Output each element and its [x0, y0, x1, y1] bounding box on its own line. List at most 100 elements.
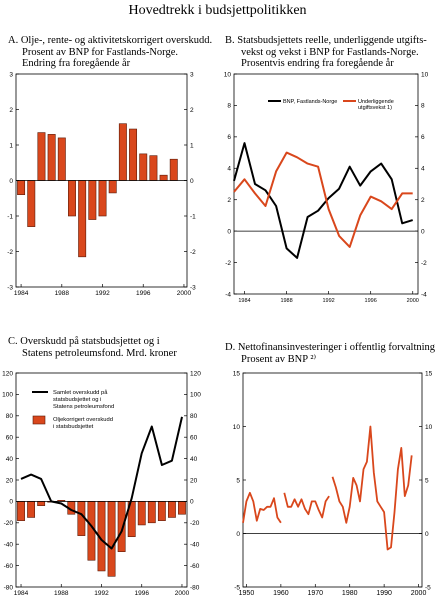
- panel-a-y-tick-label-left: 0: [9, 178, 13, 185]
- panel-b-y-tick-label-right: -4: [421, 291, 427, 298]
- panel-a-y-tick-label-right: -1: [190, 213, 196, 220]
- panel-a-title-line-3: Endring fra foregående år: [22, 58, 131, 69]
- panel-c-bar: [27, 501, 36, 518]
- panel-c-bar: [157, 501, 166, 521]
- panel-c-x-tick-label: 1984: [14, 590, 29, 597]
- panel-a-bar: [98, 180, 107, 217]
- panel-d-y-tick-label-right: 10: [425, 424, 433, 431]
- panel-c-legend-swatch-bar: [32, 415, 46, 425]
- panel-c-bar: [37, 501, 46, 506]
- panel-d-y-tick-label-left: 5: [236, 477, 240, 484]
- panel-a-y-tick-label-left: 2: [9, 107, 13, 114]
- panel-d-x-tick-label: 1970: [307, 590, 323, 597]
- panel-a-y-tick-label-left: -3: [7, 284, 13, 291]
- panel-a-y-tick-label-left: 3: [9, 71, 13, 78]
- panel-b-title-line-3: Prosentvis endring fra foregående år: [241, 58, 394, 69]
- panel-c-y-tick-label-right: 40: [190, 456, 198, 463]
- panel-d-y-tick-label-right: 0: [425, 531, 429, 538]
- panel-c-bar: [178, 501, 186, 515]
- panel-a-y-tick-label-right: 0: [190, 178, 194, 185]
- panel-b-series-bnp-line: [233, 142, 413, 259]
- panel-c-legend-label-line: Statens petroleumsfond: [53, 404, 114, 410]
- panel-d-investment-line-segment: [242, 491, 282, 524]
- panel-c-x-tick-label: 1996: [135, 590, 150, 597]
- panel-a-title: A. Olje-, rente- og aktivitetskorrigert …: [8, 35, 212, 70]
- panel-b-legend-label-utgift-line-1: Underliggende: [358, 99, 394, 105]
- panel-a-title-line-2: Prosent av BNP for Fastlands-Norge.: [22, 46, 179, 58]
- panel-b-y-tick-label-right: 8: [421, 103, 425, 110]
- panel-c-bar: [107, 501, 116, 577]
- panel-a-bar: [88, 180, 97, 220]
- panel-a-x-tick-label: 1984: [14, 290, 29, 297]
- panel-b-series-utgift-line: [233, 151, 413, 248]
- panel-d-title-line-2: Prosent av BNP ²⁾: [241, 353, 317, 365]
- panel-b-y-tick-label-right: 6: [421, 134, 425, 141]
- panel-a-y-tick-label-right: 3: [190, 71, 194, 78]
- panel-b-y-tick-label-left: 8: [227, 103, 231, 110]
- panel-d-x-tick-label: 1990: [376, 590, 392, 597]
- panel-c-x-tick-label: 1988: [54, 590, 69, 597]
- panel-b-y-tick-label-left: 6: [227, 134, 231, 141]
- panel-b-x-tick-label: 1988: [280, 298, 292, 304]
- panel-c-y-tick-label-right: 80: [190, 413, 198, 420]
- panel-d-y-tick-label-right: 5: [425, 477, 429, 484]
- panel-a-y-tick-label-right: 2: [190, 107, 194, 114]
- panel-d-x-tick-label: 1950: [239, 590, 255, 597]
- panel-b-y-tick-label-left: 10: [224, 71, 232, 78]
- panel-a-bar: [78, 180, 87, 258]
- panel-a-bar: [108, 180, 117, 194]
- panel-c-y-tick-label-right: 20: [190, 477, 198, 484]
- panel-d-y-tick-label-right: -5: [425, 584, 431, 591]
- panel-b-x-tick-label: 1996: [365, 298, 377, 304]
- panel-a-title-line-1: A. Olje-, rente- og aktivitetskorrigert …: [8, 35, 213, 46]
- panel-b-legend-label-utgift-line-2: utgiftsvekst 1): [358, 105, 392, 111]
- panel-b-y-tick-label-left: 4: [227, 166, 231, 173]
- panel-d-investment-line-segment: [331, 425, 413, 551]
- panel-a-y-tick-label-left: 1: [9, 142, 13, 149]
- panel-c-y-tick-label-left: -60: [4, 563, 14, 570]
- panel-d-investment-line-segment: [283, 492, 330, 519]
- panel-b-y-tick-label-left: -2: [225, 260, 231, 267]
- panel-c-y-tick-label-right: -40: [190, 542, 200, 549]
- panel-a-x-tick-label: 2000: [177, 290, 192, 297]
- panel-b-y-tick-label-right: 4: [421, 166, 425, 173]
- panel-b-title-line-1: B. Statsbudsjettets reelle, underliggend…: [225, 35, 427, 46]
- panel-c-y-tick-label-left: 20: [6, 477, 14, 484]
- panel-b-y-tick-label-right: -2: [421, 260, 427, 267]
- panel-d-y-tick-label-left: -5: [234, 584, 240, 591]
- panel-b-y-tick-label-right: 10: [421, 71, 429, 78]
- panel-d-y-tick-label-right: 15: [425, 370, 433, 377]
- panel-b-legend-label-bnp: BNP, Fastlands-Norge: [283, 99, 337, 105]
- panel-a-bar: [118, 123, 127, 181]
- panel-c-y-tick-label-left: -80: [4, 584, 14, 591]
- panel-b-y-tick-label-right: 2: [421, 197, 425, 204]
- panel-c-x-tick-label: 2000: [175, 590, 190, 597]
- panel-b-x-tick-label: 1992: [323, 298, 335, 304]
- panel-c-y-tick-label-left: 60: [6, 435, 14, 442]
- panel-a-bar: [37, 132, 46, 181]
- panel-a-bar: [129, 128, 138, 181]
- panel-b-plot-frame: [233, 73, 419, 295]
- panel-d-y-tick-label-left: 15: [233, 370, 241, 377]
- panel-a-y-tick-label-right: -2: [190, 249, 196, 256]
- panel-b-title-line-2: vekst og vekst i BNP for Fastlands-Norge…: [241, 46, 419, 58]
- panel-b-x-tick-label: 1984: [238, 298, 250, 304]
- panel-c-y-tick-label-right: 100: [190, 392, 201, 399]
- panel-c-x-tick-label: 1992: [94, 590, 109, 597]
- page-title: Hovedtrekk i budsjettpolitikken: [128, 3, 307, 18]
- panel-c-y-tick-label-right: 120: [190, 370, 201, 377]
- panel-a-y-tick-label-right: 1: [190, 142, 194, 149]
- panel-a-bar: [139, 153, 148, 181]
- panel-c-y-tick-label-right: 60: [190, 435, 198, 442]
- panel-a-x-tick-label: 1992: [95, 290, 110, 297]
- panel-b-y-tick-label-left: 0: [227, 228, 231, 235]
- panel-d-title: D. Nettofinansinvesteringer i offentlig …: [225, 342, 435, 365]
- panel-c-bar: [167, 501, 176, 518]
- panel-d-x-tick-label: 1980: [342, 590, 358, 597]
- panel-b-y-tick-label-right: 0: [421, 228, 425, 235]
- panel-a-y-tick-label-left: -2: [7, 249, 13, 256]
- panel-c-y-tick-label-left: 100: [2, 392, 13, 399]
- panel-a-bar: [47, 134, 56, 181]
- panel-c-y-tick-label-left: 120: [2, 370, 13, 377]
